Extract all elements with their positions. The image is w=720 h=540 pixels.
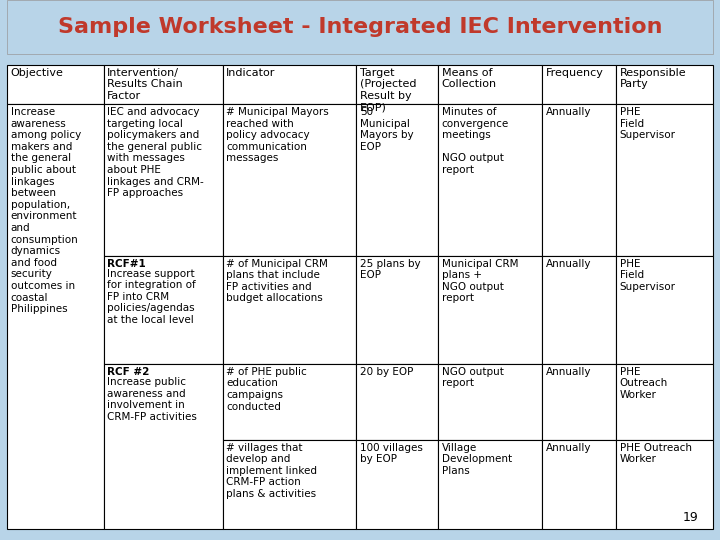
Text: Indicator: Indicator [226, 68, 276, 78]
Text: Village
Development
Plans: Village Development Plans [441, 443, 512, 476]
Bar [356, 440, 438, 529]
Bar [222, 104, 356, 256]
Text: RCF #2: RCF #2 [107, 367, 150, 377]
Bar [616, 256, 713, 364]
Bar [7, 0, 713, 54]
Bar [222, 65, 356, 104]
Bar [616, 440, 713, 529]
Text: PHE
Field
Supervisor: PHE Field Supervisor [620, 107, 676, 140]
Text: Objective: Objective [11, 68, 63, 78]
Bar [616, 65, 713, 104]
Text: RCF#1: RCF#1 [107, 259, 146, 268]
Text: Annually: Annually [546, 367, 591, 377]
Text: Responsible
Party: Responsible Party [620, 68, 686, 89]
Text: 19: 19 [683, 511, 698, 524]
Text: 50
Municipal
Mayors by
EOP: 50 Municipal Mayors by EOP [360, 107, 413, 152]
Bar [438, 256, 542, 364]
Bar [356, 256, 438, 364]
Text: Increase support
for integration of
FP into CRM
policies/agendas
at the local le: Increase support for integration of FP i… [107, 269, 196, 325]
Bar [542, 364, 616, 440]
Bar [104, 104, 222, 256]
Bar [356, 65, 438, 104]
Bar [438, 65, 542, 104]
Text: Increase
awareness
among policy
makers and
the general
public about
linkages
bet: Increase awareness among policy makers a… [11, 107, 81, 314]
Text: 20 by EOP: 20 by EOP [360, 367, 413, 377]
Bar [542, 440, 616, 529]
Text: 25 plans by
EOP: 25 plans by EOP [360, 259, 420, 280]
Text: Annually: Annually [546, 259, 591, 268]
Text: Increase public
awareness and
involvement in
CRM-FP activities: Increase public awareness and involvemen… [107, 377, 197, 422]
Bar [7, 65, 104, 104]
Bar [104, 256, 222, 364]
Text: Annually: Annually [546, 443, 591, 453]
Text: IEC and advocacy
targeting local
policymakers and
the general public
with messag: IEC and advocacy targeting local policym… [107, 107, 204, 198]
Bar [7, 104, 104, 529]
Text: Minutes of
convergence
meetings

NGO output
report: Minutes of convergence meetings NGO outp… [441, 107, 509, 175]
Bar [104, 364, 222, 529]
Bar [104, 65, 222, 104]
Text: Annually: Annually [546, 107, 591, 117]
Text: Intervention/
Results Chain
Factor: Intervention/ Results Chain Factor [107, 68, 183, 100]
Bar [222, 364, 356, 440]
Bar [542, 104, 616, 256]
Text: Target
(Projected
Result by
EOP): Target (Projected Result by EOP) [360, 68, 416, 112]
Text: # Municipal Mayors
reached with
policy advocacy
communication
messages: # Municipal Mayors reached with policy a… [226, 107, 329, 164]
Bar [438, 440, 542, 529]
Bar [356, 364, 438, 440]
Text: # villages that
develop and
implement linked
CRM-FP action
plans & activities: # villages that develop and implement li… [226, 443, 318, 499]
Text: Municipal CRM
plans +
NGO output
report: Municipal CRM plans + NGO output report [441, 259, 518, 303]
Text: Means of
Collection: Means of Collection [441, 68, 497, 89]
Text: # of Municipal CRM
plans that include
FP activities and
budget allocations: # of Municipal CRM plans that include FP… [226, 259, 328, 303]
Bar [222, 256, 356, 364]
Text: 100 villages
by EOP: 100 villages by EOP [360, 443, 423, 464]
Text: PHE Outreach
Worker: PHE Outreach Worker [620, 443, 692, 464]
Text: Sample Worksheet - Integrated IEC Intervention: Sample Worksheet - Integrated IEC Interv… [58, 17, 662, 37]
Text: Frequency: Frequency [546, 68, 603, 78]
Text: # of PHE public
education
campaigns
conducted: # of PHE public education campaigns cond… [226, 367, 307, 411]
Bar [542, 65, 616, 104]
Text: PHE
Outreach
Worker: PHE Outreach Worker [620, 367, 668, 400]
Bar [356, 104, 438, 256]
Text: PHE
Field
Supervisor: PHE Field Supervisor [620, 259, 676, 292]
Bar [222, 440, 356, 529]
Bar [616, 104, 713, 256]
Text: NGO output
report: NGO output report [441, 367, 503, 388]
Bar [438, 104, 542, 256]
Bar [616, 364, 713, 440]
Bar [438, 364, 542, 440]
Bar [542, 256, 616, 364]
